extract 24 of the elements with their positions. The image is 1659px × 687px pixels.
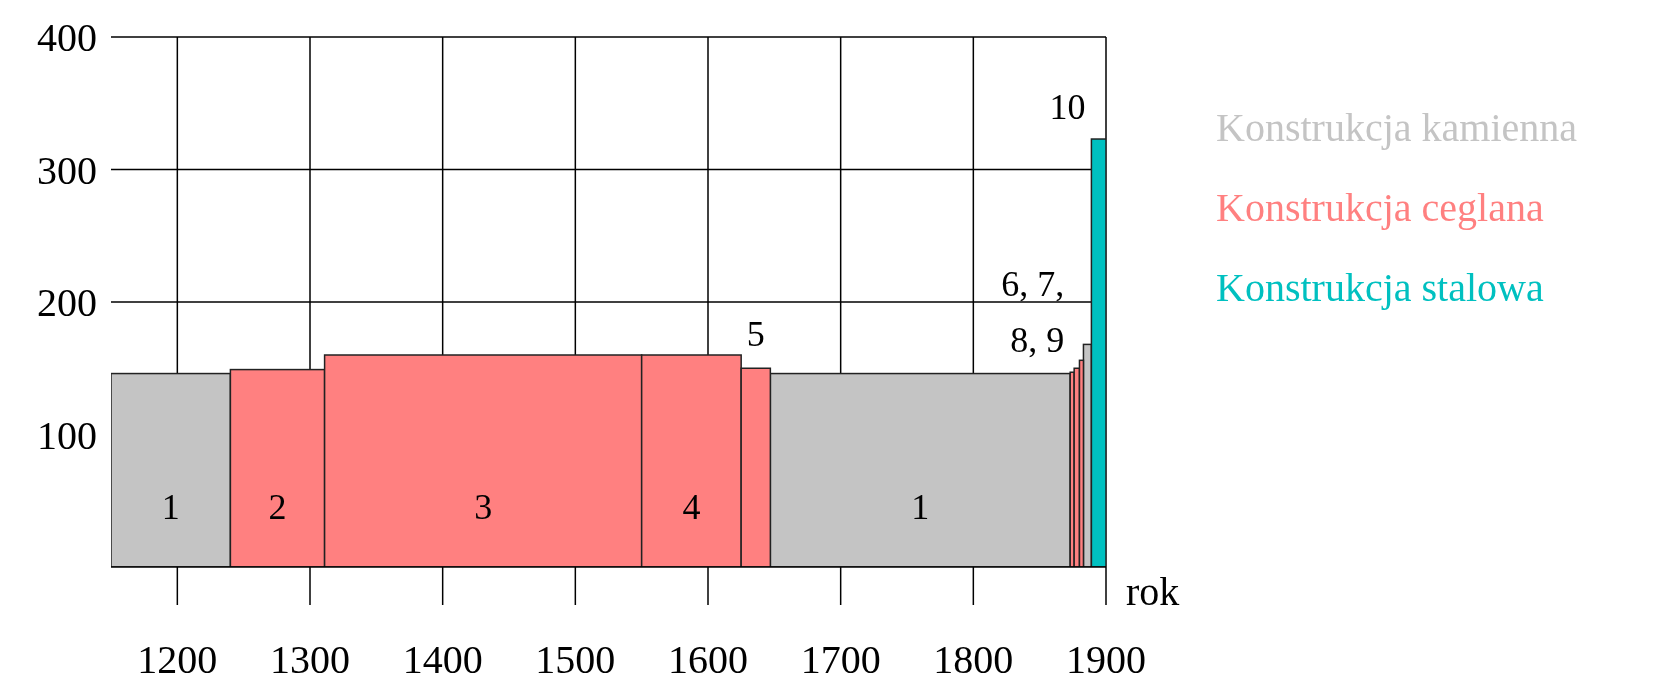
x-tick-label: 1900 [1066, 637, 1146, 683]
y-tick-label: 300 [37, 147, 97, 193]
annotation: 4 [682, 487, 701, 527]
x-tick-label: 1200 [137, 637, 218, 683]
x-tick-label: 1600 [668, 637, 748, 683]
y-tick-label: 200 [37, 280, 97, 326]
y-tick-label: 100 [37, 412, 97, 458]
annotation: 5 [746, 314, 765, 355]
x-tick-label: 1300 [270, 637, 350, 683]
x-axis-title: rok [1126, 569, 1180, 614]
x-tick-label: 1800 [933, 637, 1014, 683]
text: Konstrukcja ceglana [1216, 184, 1545, 232]
x-tick-label: 1700 [800, 637, 881, 683]
annotation: 1 [911, 487, 930, 527]
annotation: 3 [474, 487, 493, 527]
x-tick-label: 1400 [402, 637, 483, 683]
annotation: 6, 7, 8, 9 [1001, 264, 1065, 361]
text: Konstrukcja kamienna [1216, 104, 1577, 152]
text: Konstrukcja stalowa [1216, 264, 1545, 312]
x-tick-label: 1500 [535, 637, 616, 683]
annotation: 10 [1049, 87, 1086, 128]
annotation: 2 [268, 487, 287, 527]
annotation: 1 [161, 487, 180, 527]
y-tick-label: 400 [37, 15, 97, 61]
